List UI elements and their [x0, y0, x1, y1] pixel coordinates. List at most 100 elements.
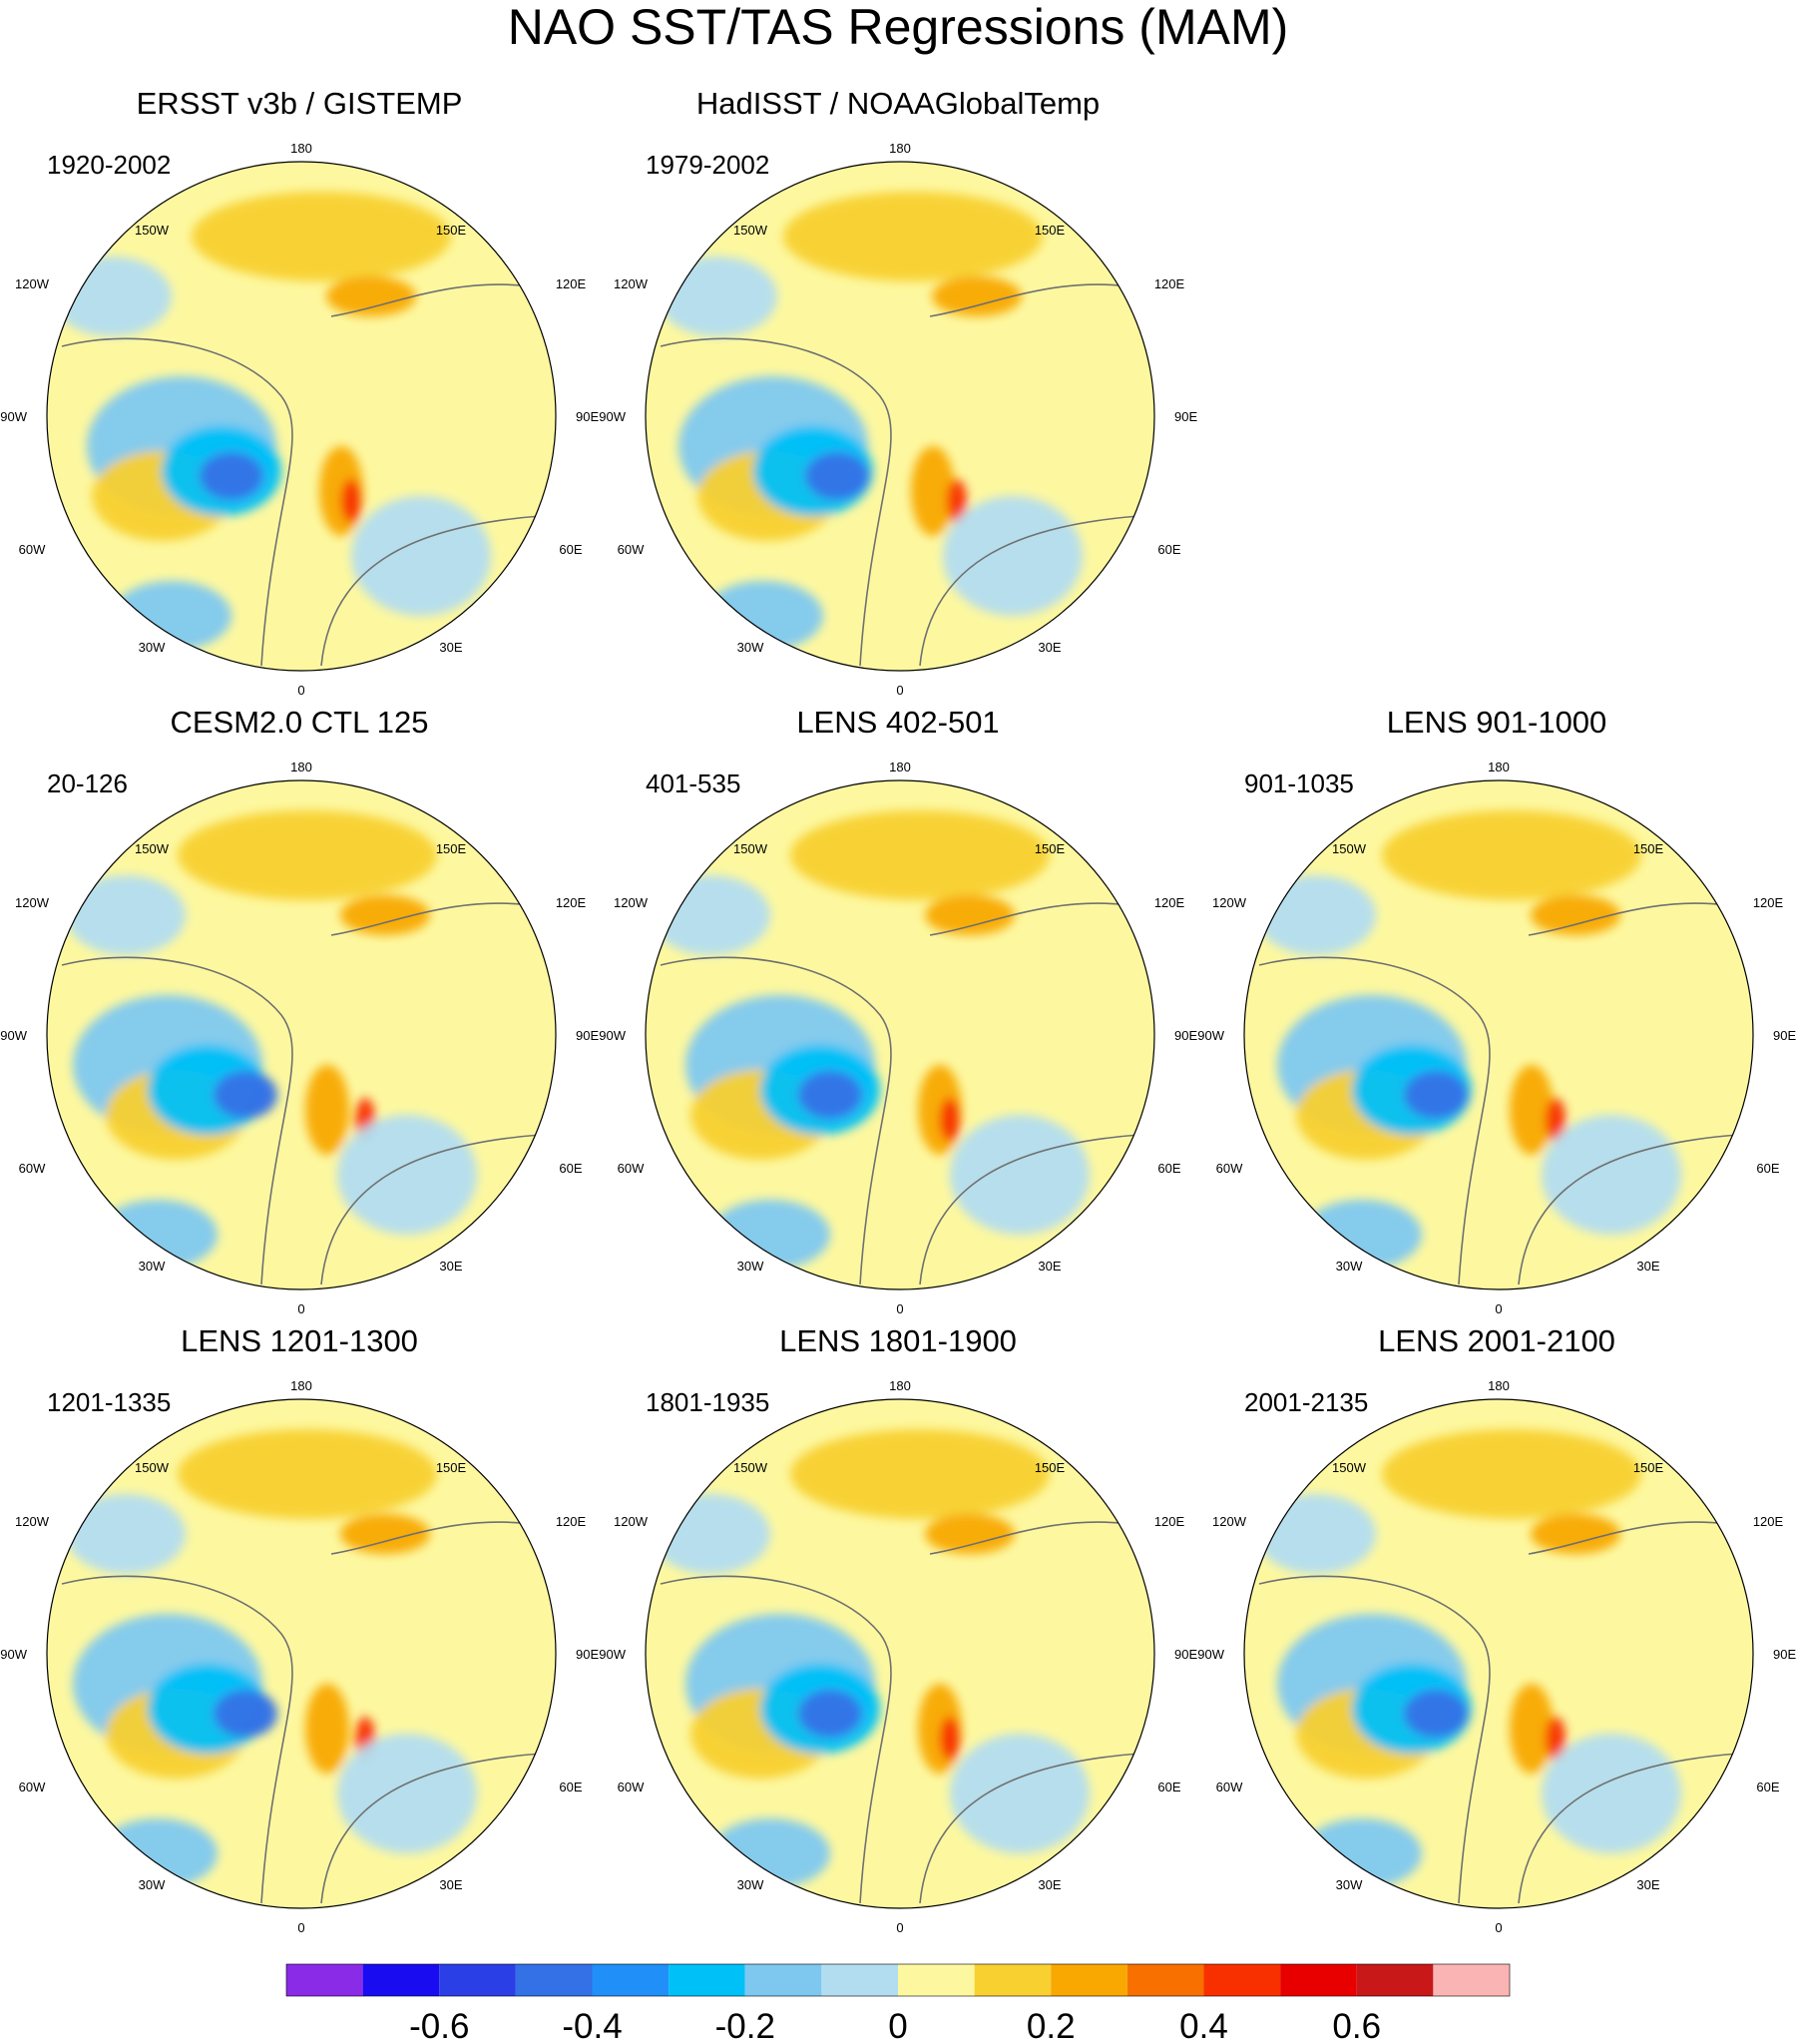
longitude-label: 120E: [556, 276, 587, 291]
longitude-label: 60E: [559, 1780, 582, 1794]
map-border: [46, 1398, 557, 1909]
colorbar-tick-label: -0.2: [715, 2007, 775, 2044]
polar-map: [646, 162, 1154, 671]
longitude-label: 90W: [0, 409, 27, 424]
colorbar-tick-label: 0.6: [1332, 2007, 1381, 2044]
anomaly-fields: [651, 810, 1090, 1270]
longitude-label: 0: [896, 1301, 903, 1316]
longitude-label: 0: [1495, 1920, 1502, 1935]
longitude-label: 0: [1495, 1301, 1502, 1316]
panel-period: 20-126: [47, 768, 128, 798]
longitude-label: 150W: [1332, 841, 1367, 856]
polar-map: [47, 162, 556, 671]
colorbar-swatch: [744, 1964, 822, 1996]
colorbar-tick-label: 0.4: [1179, 2007, 1228, 2044]
longitude-label: 150W: [135, 223, 170, 238]
map-border: [645, 1398, 1155, 1909]
map-panel: HadISST / NOAAGlobalTemp 1979-2002 180 0 150…: [599, 86, 1197, 698]
longitude-label: 60E: [559, 542, 582, 557]
longitude-label: 120E: [1154, 276, 1185, 291]
longitude-label: 30E: [439, 1877, 462, 1892]
polar-map: [646, 1399, 1154, 1908]
panel-period: 1201-1335: [47, 1387, 171, 1417]
longitude-label: 150E: [1035, 1460, 1066, 1475]
longitude-label: 120W: [15, 276, 50, 291]
colorbar-swatch: [974, 1964, 1052, 1996]
longitude-label: 120W: [15, 895, 50, 910]
longitude-label: 150E: [436, 841, 467, 856]
longitude-label: 180: [1488, 760, 1510, 774]
colorbar-swatch: [515, 1964, 593, 1996]
polar-map: [47, 1399, 556, 1908]
map-border: [645, 161, 1155, 672]
longitude-label: 90W: [1197, 1028, 1224, 1043]
colorbar-swatch: [1356, 1964, 1434, 1996]
coastline: [61, 1521, 542, 1904]
map-border: [46, 161, 557, 672]
colorbar-tick-label: 0.2: [1027, 2007, 1076, 2044]
longitude-label: 180: [1488, 1378, 1510, 1393]
longitude-label: 120W: [614, 1514, 649, 1529]
colorbar-swatch: [1433, 1964, 1510, 1996]
panel-period: 1920-2002: [47, 150, 171, 180]
longitude-label: 150E: [1035, 223, 1066, 238]
longitude-label: 90E: [1174, 409, 1197, 424]
longitude-label: 30W: [1336, 1877, 1363, 1892]
colorbar-tick-label: -0.6: [409, 2007, 469, 2044]
longitude-label: 60E: [1756, 1780, 1779, 1794]
longitude-label: 150W: [733, 841, 768, 856]
longitude-label: 30W: [737, 640, 764, 655]
longitude-label: 60W: [19, 1780, 46, 1794]
longitude-label: 120W: [1212, 1514, 1247, 1529]
longitude-label: 60E: [1157, 1780, 1180, 1794]
longitude-label: 60W: [618, 1161, 645, 1176]
panel-period: 2001-2135: [1244, 1387, 1368, 1417]
longitude-label: 150E: [436, 223, 467, 238]
longitude-label: 90W: [1197, 1647, 1224, 1662]
longitude-label: 30E: [439, 640, 462, 655]
longitude-label: 30E: [439, 1259, 462, 1274]
longitude-label: 180: [889, 141, 911, 156]
coastline: [61, 283, 542, 667]
colorbar-swatch: [286, 1964, 363, 1996]
polar-map: [646, 780, 1154, 1289]
longitude-label: 0: [896, 1920, 903, 1935]
panel-title: ERSST v3b / GISTEMP: [137, 86, 463, 121]
figure-title: NAO SST/TAS Regressions (MAM): [508, 0, 1289, 55]
colorbar-swatch: [592, 1964, 670, 1996]
longitude-label: 30W: [1336, 1259, 1363, 1274]
longitude-label: 180: [889, 760, 911, 774]
polar-map: [1244, 780, 1753, 1289]
map-border: [46, 779, 557, 1290]
longitude-label: 120W: [1212, 895, 1247, 910]
longitude-label: 60W: [618, 542, 645, 557]
longitude-label: 30E: [1636, 1259, 1659, 1274]
colorbar-tick-label: 0: [888, 2007, 907, 2044]
longitude-label: 90E: [576, 1028, 599, 1043]
longitude-label: 0: [896, 683, 903, 698]
longitude-label: 180: [290, 141, 312, 156]
colorbar-swatch: [1280, 1964, 1357, 1996]
longitude-label: 150W: [1332, 1460, 1367, 1475]
longitude-label: 60E: [1157, 542, 1180, 557]
colorbar-swatch: [1051, 1964, 1127, 1996]
longitude-label: 90W: [599, 409, 626, 424]
colorbar: -0.6 -0.4 -0.2 0 0.2 0.4 0.6: [285, 1963, 1511, 2044]
colorbar-frame: [285, 1963, 1511, 1997]
longitude-label: 120W: [614, 276, 649, 291]
colorbar-swatch: [1203, 1964, 1281, 1996]
coastline: [1258, 1521, 1739, 1904]
panel-title: LENS 1801-1900: [779, 1323, 1017, 1358]
longitude-label: 120E: [1154, 895, 1185, 910]
longitude-label: 60E: [1756, 1161, 1779, 1176]
coastline: [660, 283, 1140, 667]
anomaly-fields: [66, 1429, 477, 1888]
longitude-label: 120W: [614, 895, 649, 910]
colorbar-swatch: [1126, 1964, 1204, 1996]
longitude-label: 60W: [618, 1780, 645, 1794]
coastline: [660, 1521, 1140, 1904]
panel-title: LENS 901-1000: [1387, 705, 1607, 740]
colorbar-swatch: [669, 1964, 745, 1996]
longitude-label: 60W: [1216, 1780, 1243, 1794]
